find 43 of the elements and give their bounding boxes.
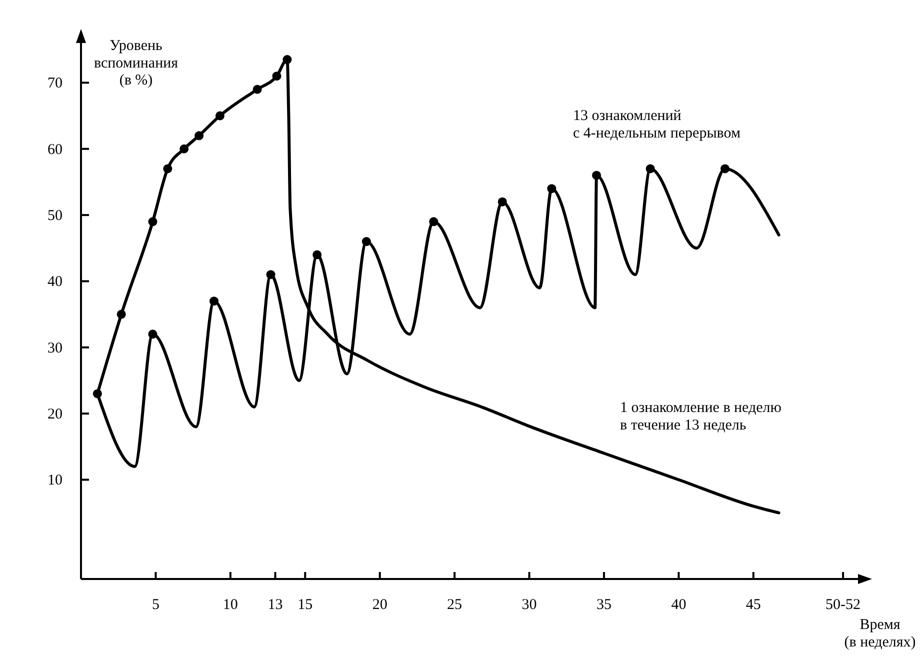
series-label: 1 ознакомление в неделю в течение 13 недель: [620, 400, 782, 434]
x-axis-title: Время (в неделях): [844, 617, 916, 650]
point: [272, 72, 282, 81]
y-tick-label: 70: [48, 76, 62, 92]
point: [429, 217, 438, 226]
point: [180, 144, 189, 154]
x-tick-label: 35: [596, 597, 612, 613]
point: [148, 330, 158, 339]
point: [163, 164, 172, 174]
y-tick-label: 60: [48, 142, 62, 158]
y-tick-label: 20: [48, 406, 62, 423]
y-axis-title: Уровень вспоминания (в %): [94, 38, 178, 88]
point: [92, 389, 102, 398]
point: [498, 197, 507, 206]
x-tick-label: 25: [447, 597, 462, 613]
x-tick-label: 10: [222, 597, 238, 613]
x-tick-label: 50-52: [826, 597, 861, 613]
point: [194, 131, 204, 140]
x-tick-label: 13: [268, 597, 283, 613]
point: [362, 237, 371, 246]
y-tick-label: 40: [48, 274, 62, 290]
point: [215, 111, 224, 120]
point: [646, 164, 655, 174]
text: 13 ознакомлений с 4-недельным перерывом: [573, 108, 741, 142]
x-tick-label: 40: [671, 597, 686, 613]
y-tick-label: 50: [48, 208, 62, 224]
y-tick-label: 10: [48, 472, 62, 489]
x-tick-label: 30: [522, 597, 537, 613]
point: [116, 310, 126, 319]
y-tick-label: 30: [48, 340, 62, 356]
point: [547, 184, 556, 194]
point: [312, 250, 322, 260]
point: [148, 217, 158, 226]
point: [720, 164, 730, 174]
point: [592, 170, 602, 180]
x-tick-label: 15: [298, 597, 313, 613]
point: [282, 55, 292, 64]
x-tick-label: 5: [152, 597, 160, 613]
x-tick-label: 45: [746, 597, 761, 613]
point: [266, 270, 276, 280]
point: [252, 84, 262, 94]
x-tick-label: 20: [372, 597, 388, 613]
point: [209, 296, 218, 306]
